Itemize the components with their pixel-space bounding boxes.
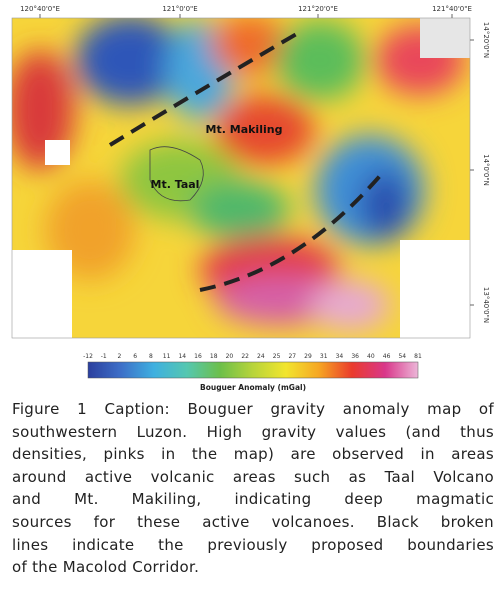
colorbar-tick-label: 20 <box>226 353 234 360</box>
longitude-label: 121°40'0"E <box>432 5 472 13</box>
figure: 120°40'0"E 121°0'0"E 121°20'0"E 121°40'0"E … <box>11 5 490 392</box>
caption-line: around active volcanic areas such as Taa… <box>12 467 494 486</box>
colorbar-tick-label: 18 <box>210 353 218 360</box>
caption-line: and Mt. Makiling, indicating deep magmat… <box>12 490 494 509</box>
longitude-label: 120°40'0"E <box>20 5 60 13</box>
longitude-label: 121°20'0"E <box>298 5 338 13</box>
colorbar-tick-label: -1 <box>101 353 107 360</box>
colorbar-tick-label: 34 <box>336 353 344 360</box>
colorbar-tick-label: 2 <box>118 353 122 360</box>
caption-line: of the Macolod Corridor. <box>12 558 200 577</box>
longitude-label: 121°0'0"E <box>162 5 197 13</box>
caption-line: densities, pinks in the map) are observe… <box>12 445 494 464</box>
colorbar-tick-label: 14 <box>178 353 186 360</box>
caption-line: Figure 1 Caption: Bouguer gravity anomal… <box>12 400 494 418</box>
colorbar-tick-label: 81 <box>414 353 422 360</box>
place-label: Mt. Taal <box>151 178 200 191</box>
colorbar-tick-label: -12 <box>83 353 93 360</box>
caption-line: lines indicate the previously proposed b… <box>12 535 494 554</box>
colorbar-label: Bouguer Anomaly (mGal) <box>200 383 306 392</box>
gravity-map <box>12 18 470 338</box>
colorbar <box>87 361 419 379</box>
colorbar-tick-label: 29 <box>304 353 312 360</box>
caption-line: southwestern Luzon. High gravity values … <box>12 422 494 441</box>
colorbar-tick-label: 16 <box>194 353 202 360</box>
place-label: Mt. Makiling <box>206 123 283 136</box>
colorbar-tick-label: 11 <box>163 353 171 360</box>
colorbar-tick-label: 46 <box>383 353 391 360</box>
colorbar-tick-label: 24 <box>257 353 265 360</box>
caption-line: sources for these active volcanoes. Blac… <box>12 512 494 531</box>
latitude-label: 13°40'0"N <box>482 287 490 323</box>
colorbar-tick-label: 6 <box>133 353 137 360</box>
colorbar-tick-label: 27 <box>288 353 296 360</box>
colorbar-tick-label: 40 <box>367 353 375 360</box>
colorbar-tick-label: 25 <box>273 353 281 360</box>
colorbar-tick-label: 8 <box>149 353 153 360</box>
colorbar-tick-label: 31 <box>320 353 328 360</box>
caption: Figure 1 Caption: Bouguer gravity anomal… <box>12 398 494 579</box>
colorbar-tick-label: 54 <box>398 353 406 360</box>
colorbar-tick-label: 22 <box>241 353 249 360</box>
latitude-label: 14°20'0"N <box>482 22 490 58</box>
latitude-label: 14°0'0"N <box>482 154 490 186</box>
colorbar-tick-label: 36 <box>351 353 359 360</box>
